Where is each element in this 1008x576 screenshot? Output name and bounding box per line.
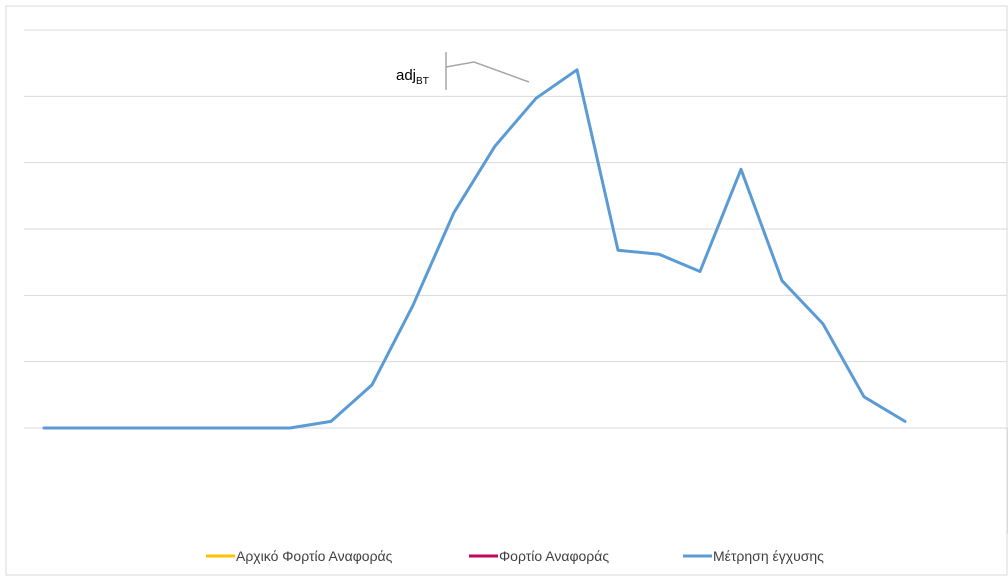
- adj-bt-label: adjBT: [396, 67, 429, 87]
- series-line-2: [42, 68, 907, 430]
- legend-label: Αρχικό Φορτίο Αναφοράς: [236, 548, 393, 564]
- legend-label: Μέτρηση έγχυσης: [713, 548, 824, 564]
- legend-label: Φορτίο Αναφοράς: [499, 548, 609, 564]
- legend: Αρχικό Φορτίο Αναφοράς Φορτίο Αναφοράς Μέτ…: [206, 548, 824, 564]
- chart-border: [5, 5, 1008, 576]
- series-lines: [42, 68, 907, 430]
- callout-leader: [445, 52, 530, 90]
- annotations: adjBT: [396, 52, 530, 90]
